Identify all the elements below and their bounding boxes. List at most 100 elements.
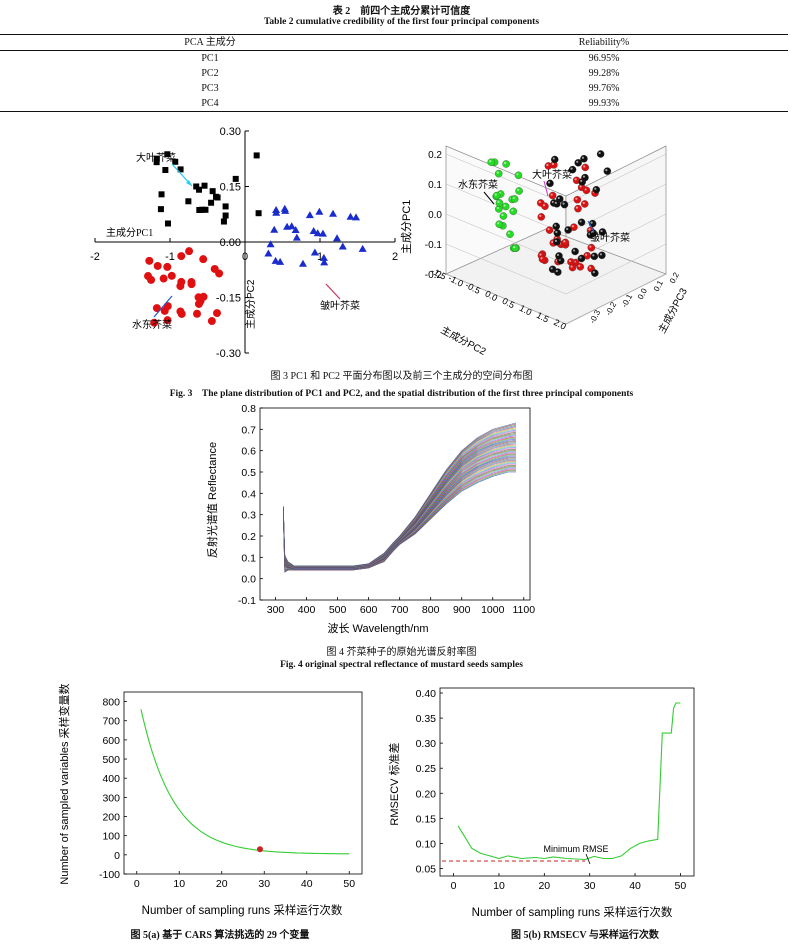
cell-pc: PC2 — [201, 68, 219, 79]
point-daye-highlight — [571, 225, 575, 228]
point-shuidong-highlight — [512, 196, 515, 200]
annotation-shuidong: 水东芥菜 — [132, 318, 172, 331]
point-shuidong — [153, 261, 162, 270]
point-shuidong-highlight — [494, 193, 497, 196]
y-tick-label: 800 — [102, 697, 120, 709]
x-tick-label: 900 — [453, 604, 471, 616]
ticks: 0 10 20 30 40 50 800 700 600 500 400 300 200 100 0 -100 — [99, 697, 355, 890]
table-row: PC4 99.93% — [0, 96, 788, 112]
y-tick-label: -0.15 — [216, 293, 241, 305]
point-shuidong — [196, 297, 205, 306]
y-tick-label: -0.30 — [216, 348, 241, 360]
plot-frame — [439, 687, 695, 877]
point-zhouye — [272, 208, 281, 216]
point-daye — [255, 210, 262, 217]
spectra-lines — [283, 422, 517, 573]
point-zhouye — [553, 229, 562, 237]
point-daye-highlight — [550, 193, 553, 196]
point-zhouye — [564, 226, 572, 234]
point-daye — [193, 183, 200, 190]
point-daye — [209, 188, 216, 195]
spectrum-line — [283, 447, 517, 569]
point-zhouye-highlight — [555, 269, 558, 273]
x-tick-label: 10 — [493, 880, 505, 892]
x-tick-label: 700 — [391, 604, 409, 616]
grid-line — [565, 153, 667, 205]
y-tick-label: 0.6 — [241, 446, 256, 458]
spectrum-line — [283, 422, 517, 567]
x-tick-label: 400 — [298, 604, 316, 616]
spectrum-line — [283, 462, 516, 570]
spectrum-line — [283, 444, 517, 568]
y-axis-label: 主成分PC2 — [245, 279, 257, 329]
spectrum-line — [283, 445, 517, 569]
point-shuidong — [210, 264, 219, 273]
point-shuidong — [514, 171, 523, 180]
point-zhouye — [598, 228, 607, 236]
point-zhouye — [310, 248, 319, 256]
point-shuidong-highlight — [503, 204, 506, 207]
ticks: 0 10 20 30 40 50 0.40 0.35 0.30 0.25 0.20 0.15 0.10 0… — [416, 688, 687, 892]
point-zhouye — [551, 155, 559, 164]
grid-line — [445, 153, 567, 205]
point-shuidong — [487, 158, 495, 166]
y-axis-label: RMSECV 标准差 — [387, 742, 401, 825]
point-zhouye-highlight — [554, 239, 557, 242]
x-tick-label: 50 — [343, 878, 355, 890]
y-tick-label: 0.2 — [668, 270, 681, 285]
point-daye — [201, 182, 208, 189]
y-axis-label: 主成分PC3 — [656, 286, 690, 336]
z-tick-label: 0.0 — [428, 210, 442, 221]
point-daye — [164, 220, 171, 227]
point-daye — [202, 206, 209, 213]
point-shuidong — [163, 262, 172, 271]
point-daye-highlight — [589, 266, 592, 269]
point-daye-highlight — [547, 228, 550, 231]
y-tick-label: 0.7 — [241, 424, 256, 436]
point-shuidong-highlight — [504, 161, 507, 165]
point-zhouye — [346, 212, 355, 220]
x-tick-label: 40 — [629, 880, 641, 892]
point-shuidong — [185, 247, 194, 256]
x-tick-label: -1 — [165, 251, 175, 263]
grid-line — [565, 273, 667, 325]
point-zhouye — [329, 209, 338, 217]
point-zhouye-highlight — [599, 253, 602, 256]
x-tick-label: 30 — [258, 878, 270, 890]
y-tick-label: 0.15 — [220, 182, 241, 194]
x-tick-label: 10 — [173, 878, 185, 890]
x-tick-label: 1000 — [481, 604, 505, 616]
y-tick-label: 500 — [102, 754, 120, 766]
y-tick-label: 0 — [114, 850, 120, 862]
point-daye-highlight — [585, 253, 588, 256]
point-zhouye — [319, 253, 328, 261]
point-zhouye-highlight — [590, 221, 593, 224]
table2-title-en: Table 2 cumulative credibility of the fi… — [263, 17, 540, 27]
point-zhouye-highlight — [592, 271, 595, 274]
point-shuidong — [494, 169, 503, 178]
fig5b-chart: 0 10 20 30 40 50 0.40 0.35 0.30 0.25 0.20 0.15 0.10 0… — [387, 687, 695, 919]
y-tick-label: 0.20 — [416, 788, 437, 800]
annotation-arrow — [543, 180, 549, 197]
y-tick-label: 0.15 — [416, 813, 437, 825]
point-zhouye — [546, 179, 554, 188]
point-daye — [232, 175, 239, 182]
fig4-spectra-chart: 300 400 500 600 700 800 900 1000 1100 0.8 0.7 0.6 0.… — [205, 403, 535, 635]
point-zhouye — [291, 225, 300, 233]
point-shuidong — [177, 277, 186, 286]
plot-frame — [123, 691, 363, 875]
point-zhouye-highlight — [556, 253, 560, 257]
y-tick-label: 0.00 — [220, 237, 241, 249]
grid-line — [445, 213, 567, 265]
fig5a-chart: 0 10 20 30 40 50 800 700 600 500 400 300 200 100 0 -100… — [57, 684, 363, 917]
z-tick-label: -0.1 — [425, 240, 443, 251]
x-tick-label: 0 — [134, 878, 140, 890]
annotation-shuidong: 水东芥菜 — [458, 178, 498, 191]
point-daye-highlight — [539, 253, 542, 256]
point-zhouye — [577, 254, 586, 263]
point-shuidong — [501, 202, 510, 211]
point-daye-highlight — [538, 200, 541, 204]
grid-line — [565, 243, 667, 295]
point-zhouye-highlight — [591, 231, 594, 234]
point-zhouye — [266, 240, 275, 248]
